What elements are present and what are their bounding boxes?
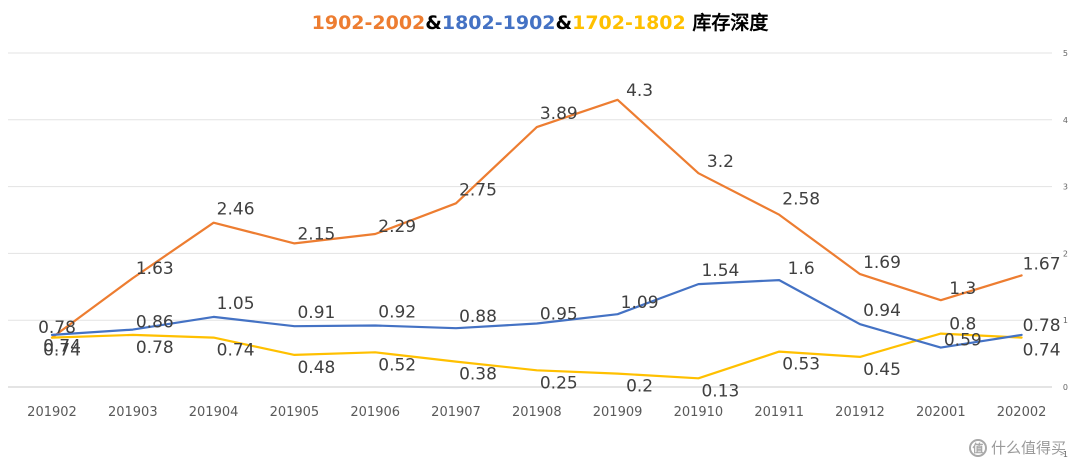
data-label: 0.74 (43, 341, 81, 361)
data-label: 0.25 (540, 373, 578, 393)
y-tick-label: 3 (1063, 183, 1068, 192)
y-tick-label: 5 (1063, 49, 1068, 58)
series-line-0 (50, 98, 1023, 339)
data-label: 0.74 (217, 341, 255, 361)
data-label: 0.59 (944, 331, 982, 351)
data-label: 0.13 (701, 381, 739, 401)
data-label: 3.2 (707, 152, 734, 172)
x-tick-label: 201907 (431, 405, 481, 420)
chart-title: 1902-2002&1802-1902&1702-1802 库存深度 (0, 8, 1080, 35)
data-label: 2.29 (378, 217, 416, 237)
y-tick-label: 4 (1063, 116, 1068, 125)
data-label: 0.94 (863, 301, 901, 321)
y-tick-label: -1 (1060, 450, 1068, 459)
x-tick-label: 201912 (835, 405, 885, 420)
title-part-5: 库存深度 (685, 12, 769, 34)
x-tick-label: 201904 (189, 405, 239, 420)
data-label: 2.58 (782, 190, 820, 210)
title-part-0: 1902-2002 (311, 12, 426, 34)
x-tick-label: 201902 (27, 405, 77, 420)
zhi-icon: 值 (968, 438, 987, 457)
data-label: 2.15 (297, 224, 335, 244)
series-line-2 (50, 332, 1023, 380)
data-label: 0.91 (297, 303, 335, 323)
x-tick-label: 201903 (108, 405, 158, 420)
data-label: 0.92 (378, 303, 416, 323)
x-tick-label: 201910 (674, 405, 724, 420)
title-part-4: 1702-1802 (572, 12, 686, 34)
data-label: 0.8 (949, 315, 976, 335)
data-label: 0.74 (1023, 341, 1061, 361)
data-label: 1.63 (136, 259, 174, 279)
data-label: 0.38 (459, 365, 497, 385)
data-label: 0.78 (136, 338, 174, 358)
data-label: 2.46 (217, 200, 255, 220)
data-label: 3.89 (540, 104, 578, 124)
x-tick-label: 202002 (997, 405, 1047, 420)
x-tick-label: 201905 (270, 405, 320, 420)
data-label: 0.45 (863, 360, 901, 380)
x-tick-label: 201911 (754, 405, 804, 420)
data-label: 0.78 (1023, 316, 1061, 336)
y-tick-label: 0 (1063, 383, 1068, 392)
y-tick-label: 1 (1063, 316, 1068, 325)
data-label: 1.6 (788, 259, 815, 279)
x-tick-label: 201906 (350, 405, 400, 420)
data-label: 1.54 (701, 261, 739, 281)
data-label: 0.86 (136, 313, 174, 333)
watermark: 值 什么值得买 (968, 437, 1066, 458)
data-label: 0.52 (378, 355, 416, 375)
x-tick-label: 201908 (512, 405, 562, 420)
title-part-2: 1802-1902 (441, 12, 556, 34)
title-part-3: & (555, 12, 573, 34)
data-label: 0.78 (38, 318, 76, 338)
watermark-text: 什么值得买 (990, 439, 1066, 457)
data-label: 0.48 (297, 358, 335, 378)
data-label: 1.09 (621, 293, 659, 313)
y-tick-label: 2 (1063, 249, 1068, 258)
data-label: 0.53 (782, 355, 820, 375)
data-label: 0.74 (43, 337, 81, 357)
data-label: 1.05 (217, 294, 255, 314)
data-label: 0.95 (540, 305, 578, 325)
data-label: 1.69 (863, 253, 901, 273)
data-label: 1.3 (949, 279, 976, 299)
title-part-1: & (425, 12, 442, 34)
data-label: 0.88 (459, 307, 497, 327)
series-line-1 (50, 279, 1023, 349)
x-tick-label: 202001 (916, 405, 966, 420)
x-tick-label: 201909 (593, 405, 643, 420)
data-label: 2.75 (459, 180, 497, 200)
data-label: 1.67 (1023, 254, 1061, 274)
data-label: 4.3 (626, 81, 653, 101)
data-label: 0.2 (626, 377, 653, 397)
